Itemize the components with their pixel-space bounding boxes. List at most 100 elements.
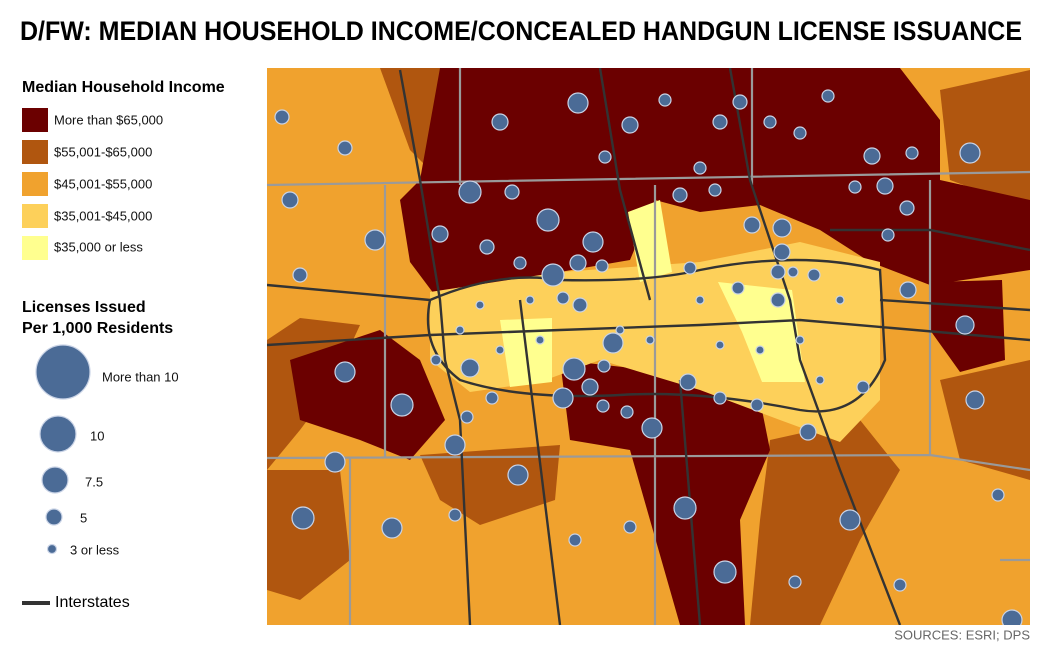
license-circle xyxy=(455,325,465,335)
swatch xyxy=(22,236,48,260)
license-circle xyxy=(274,109,290,125)
size-key xyxy=(46,543,58,555)
size-key xyxy=(35,344,91,400)
legend-label: $45,001-$55,000 xyxy=(54,176,152,191)
license-circle xyxy=(615,325,625,335)
license-circle xyxy=(597,359,611,373)
legend-label: $55,001-$65,000 xyxy=(54,144,152,159)
license-circle xyxy=(535,335,545,345)
legend-label: 7.5 xyxy=(85,474,103,489)
region xyxy=(560,360,770,625)
license-circle xyxy=(381,517,403,539)
license-circle xyxy=(893,578,907,592)
license-circle xyxy=(695,295,705,305)
license-circle xyxy=(582,231,604,253)
license-circle xyxy=(292,267,308,283)
size-key xyxy=(45,508,63,526)
map xyxy=(267,68,1030,625)
license-circle xyxy=(795,335,805,345)
license-circle xyxy=(337,140,353,156)
license-circle xyxy=(291,506,315,530)
swatch xyxy=(22,108,48,132)
license-circle xyxy=(839,509,861,531)
swatch xyxy=(22,172,48,196)
legend-label: $35,000 or less xyxy=(54,239,143,254)
license-circle xyxy=(623,520,637,534)
region xyxy=(420,445,560,525)
license-circle xyxy=(731,281,745,295)
title: D/FW: MEDIAN HOUSEHOLD INCOME/CONCEALED … xyxy=(20,16,1022,46)
license-circle xyxy=(541,263,565,287)
license-circle xyxy=(334,361,356,383)
license-circle xyxy=(495,345,505,355)
license-circle xyxy=(991,488,1005,502)
legend-title: Per 1,000 Residents xyxy=(22,320,173,337)
license-circle xyxy=(965,390,985,410)
license-circle xyxy=(431,225,449,243)
license-circle xyxy=(475,300,485,310)
license-circle xyxy=(763,115,777,129)
license-circle xyxy=(390,393,414,417)
region xyxy=(940,70,1030,210)
license-circle xyxy=(485,391,499,405)
license-circle xyxy=(715,340,725,350)
license-circle xyxy=(683,261,697,275)
license-circle xyxy=(513,256,527,270)
license-circle xyxy=(793,126,807,140)
license-circle xyxy=(448,508,462,522)
license-circle xyxy=(750,398,764,412)
region xyxy=(750,420,900,625)
license-circle xyxy=(856,380,870,394)
license-circle xyxy=(658,93,672,107)
license-circle xyxy=(788,575,802,589)
license-circle xyxy=(479,239,495,255)
license-circle xyxy=(863,147,881,165)
legend-label: More than $65,000 xyxy=(54,112,163,127)
license-circle xyxy=(955,315,975,335)
license-circle xyxy=(596,399,610,413)
license-circle xyxy=(679,373,697,391)
license-circle xyxy=(620,405,634,419)
license-circle xyxy=(552,387,574,409)
license-circle xyxy=(507,464,529,486)
license-circle xyxy=(430,354,442,366)
license-circle xyxy=(712,114,728,130)
legend-title: Licenses Issued xyxy=(22,299,146,316)
swatch xyxy=(22,204,48,228)
license-circle xyxy=(773,243,791,261)
legend-label: $35,001-$45,000 xyxy=(54,208,152,223)
legend-label: 5 xyxy=(80,510,87,525)
legend-title: Median Household Income xyxy=(22,79,225,96)
license-circle xyxy=(572,297,588,313)
license-circle xyxy=(743,216,761,234)
license-circle xyxy=(458,180,482,204)
county-line xyxy=(267,68,1030,625)
region xyxy=(267,470,350,600)
license-circle xyxy=(835,295,845,305)
license-circle xyxy=(460,410,474,424)
license-circle xyxy=(672,187,688,203)
region xyxy=(940,360,1030,480)
license-circle xyxy=(324,451,346,473)
license-circle xyxy=(569,254,587,272)
region xyxy=(718,282,805,382)
license-circle xyxy=(536,208,560,232)
license-circle xyxy=(598,150,612,164)
license-circle xyxy=(905,146,919,160)
license-circle xyxy=(899,281,917,299)
license-circle xyxy=(959,142,981,164)
license-circle xyxy=(562,357,586,381)
legend-label: 3 or less xyxy=(70,542,120,557)
license-circle xyxy=(787,266,799,278)
license-circle xyxy=(807,268,821,282)
license-circle xyxy=(673,496,697,520)
license-circle xyxy=(568,533,582,547)
license-circle xyxy=(713,391,727,405)
license-circle xyxy=(713,560,737,584)
license-circle xyxy=(881,228,895,242)
license-circle xyxy=(693,161,707,175)
license-circle xyxy=(899,200,915,216)
license-circle xyxy=(595,259,609,273)
legend: Median Household Income More than $65,00… xyxy=(22,79,225,611)
license-circle xyxy=(1001,609,1023,625)
